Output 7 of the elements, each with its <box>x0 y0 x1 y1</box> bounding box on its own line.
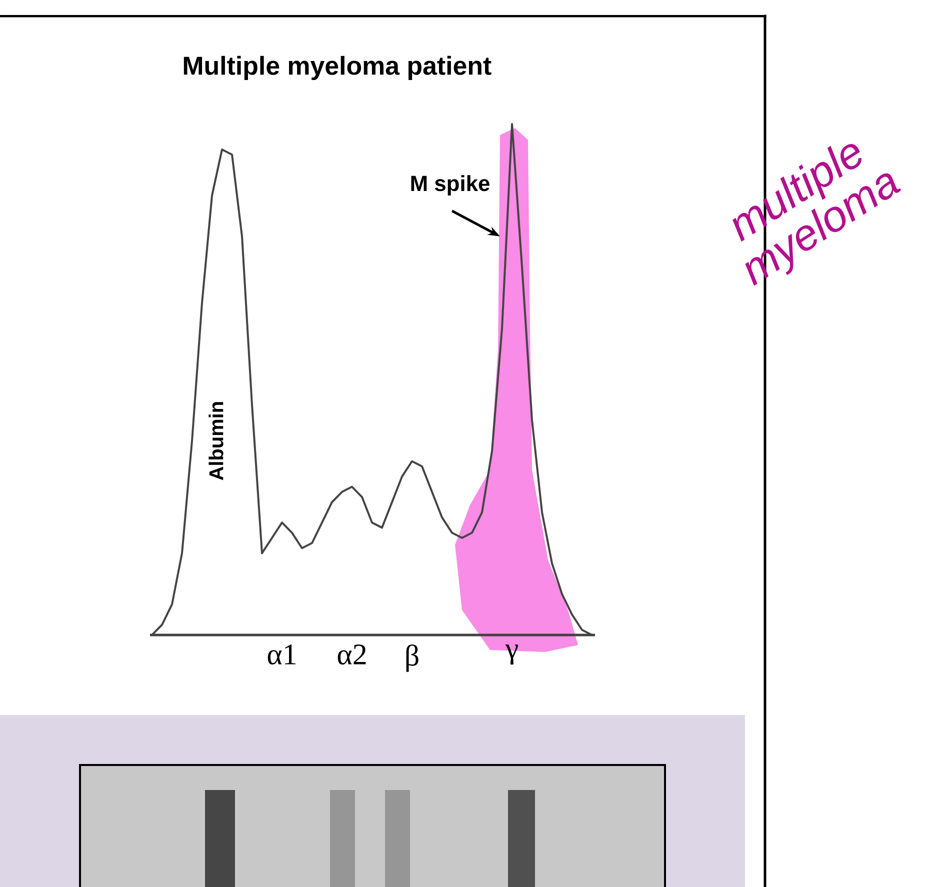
x-tick-label: β <box>406 644 418 672</box>
chart-title: Multiple myeloma patient <box>184 56 492 80</box>
x-tick-label: γ <box>505 644 518 665</box>
annotation: Albumin <box>208 402 224 480</box>
annotation: M spike <box>411 175 490 196</box>
x-tick-label: α1 <box>268 644 296 665</box>
x-tick-label: α2 <box>338 644 366 665</box>
